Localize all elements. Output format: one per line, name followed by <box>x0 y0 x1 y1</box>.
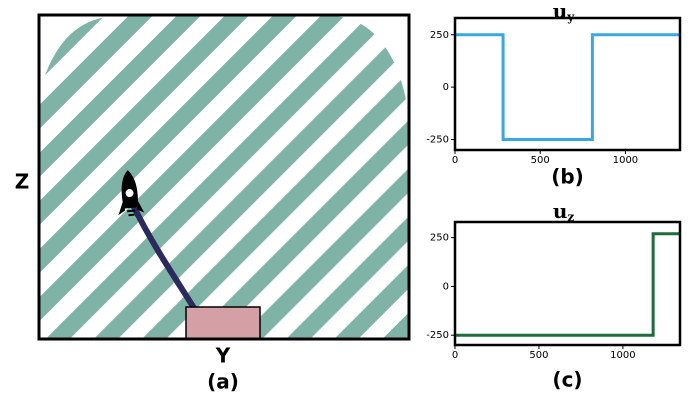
caption: (c) <box>552 368 582 392</box>
y-tick-label: -250 <box>426 330 449 341</box>
y-tick-label: 250 <box>430 30 449 41</box>
title-subscript: y <box>566 10 575 24</box>
series-line <box>455 33 680 142</box>
y-axis-label: Z <box>15 170 30 194</box>
title-subscript: z <box>567 210 574 224</box>
x-tick-label: 1000 <box>610 350 635 361</box>
landing-pad <box>185 306 261 340</box>
x-axis-label: Y <box>215 344 231 368</box>
x-tick-label: 1000 <box>613 155 638 166</box>
x-tick-label: 500 <box>529 350 548 361</box>
x-tick-label: 0 <box>452 155 458 166</box>
panel-a: Z Y (a) <box>15 13 411 394</box>
x-tick-label: 500 <box>531 155 550 166</box>
feasible-region <box>40 16 408 338</box>
frame <box>37 13 411 341</box>
y-tick-label: 250 <box>430 233 449 244</box>
y-tick-label: 0 <box>443 281 449 292</box>
title-main: u <box>553 0 568 23</box>
y-tick-label: -250 <box>426 135 449 146</box>
frame <box>453 220 682 347</box>
caption: (a) <box>207 370 239 394</box>
series-line <box>455 232 680 337</box>
frame <box>453 16 682 152</box>
chart-title: uy <box>553 0 576 24</box>
trajectory <box>130 202 197 311</box>
y-tick-label: 0 <box>443 82 449 93</box>
x-tick-label: 0 <box>452 350 458 361</box>
chart-title: uz <box>553 199 575 224</box>
title-main: u <box>553 199 568 223</box>
caption: (b) <box>551 165 584 189</box>
rocket <box>118 170 145 217</box>
